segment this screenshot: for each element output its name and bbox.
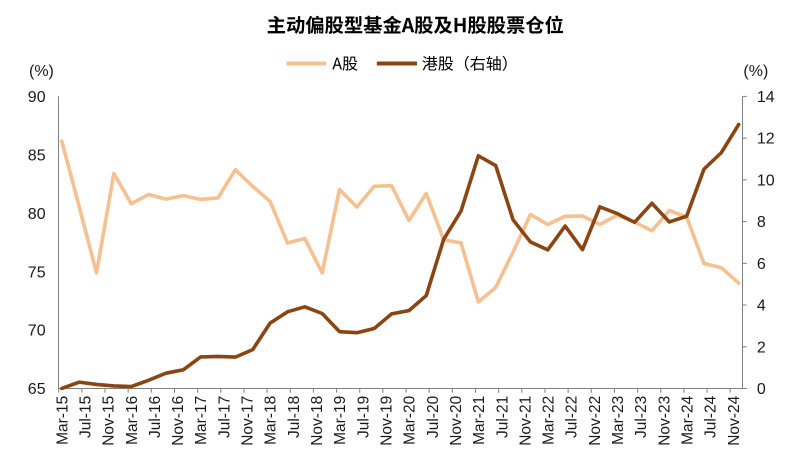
svg-text:Nov-21: Nov-21 <box>517 396 534 446</box>
svg-text:80: 80 <box>28 206 46 223</box>
svg-text:Nov-22: Nov-22 <box>587 396 604 446</box>
svg-text:70: 70 <box>28 323 46 340</box>
svg-text:85: 85 <box>28 147 46 164</box>
svg-text:Jul-19: Jul-19 <box>355 396 372 438</box>
svg-text:Jul-20: Jul-20 <box>425 395 442 438</box>
svg-text:Mar-17: Mar-17 <box>193 396 210 445</box>
svg-text:4: 4 <box>757 298 766 315</box>
svg-text:Nov-15: Nov-15 <box>101 396 118 446</box>
svg-text:(%): (%) <box>29 63 54 80</box>
svg-text:Nov-18: Nov-18 <box>309 396 326 446</box>
svg-text:65: 65 <box>28 381 46 398</box>
svg-text:14: 14 <box>757 89 775 106</box>
svg-text:8: 8 <box>757 214 766 231</box>
svg-text:Mar-16: Mar-16 <box>124 396 141 445</box>
svg-text:Nov-16: Nov-16 <box>170 396 187 446</box>
svg-text:Jul-23: Jul-23 <box>633 396 650 438</box>
svg-text:Nov-20: Nov-20 <box>448 395 465 445</box>
svg-text:2: 2 <box>757 339 766 356</box>
svg-text:12: 12 <box>757 131 775 148</box>
svg-text:Mar-18: Mar-18 <box>263 396 280 445</box>
svg-text:Nov-19: Nov-19 <box>378 396 395 446</box>
svg-text:(%): (%) <box>743 63 768 80</box>
svg-text:Mar-21: Mar-21 <box>471 396 488 445</box>
svg-text:Jul-18: Jul-18 <box>286 396 303 438</box>
svg-text:Nov-23: Nov-23 <box>656 396 673 446</box>
svg-text:Nov-24: Nov-24 <box>726 395 743 445</box>
svg-text:90: 90 <box>28 89 46 106</box>
svg-text:Jul-16: Jul-16 <box>147 396 164 438</box>
svg-text:Mar-22: Mar-22 <box>541 396 558 445</box>
svg-text:Nov-17: Nov-17 <box>240 396 257 446</box>
svg-text:Jul-22: Jul-22 <box>564 396 581 438</box>
svg-text:6: 6 <box>757 256 766 273</box>
svg-text:0: 0 <box>757 381 766 398</box>
svg-text:Mar-23: Mar-23 <box>610 396 627 445</box>
svg-text:Mar-15: Mar-15 <box>54 396 71 445</box>
svg-text:Jul-17: Jul-17 <box>216 396 233 438</box>
svg-text:Jul-15: Jul-15 <box>77 396 94 438</box>
svg-text:Mar-19: Mar-19 <box>332 396 349 445</box>
svg-text:Jul-24: Jul-24 <box>703 395 720 438</box>
svg-text:10: 10 <box>757 173 775 190</box>
svg-text:Jul-21: Jul-21 <box>494 396 511 438</box>
svg-text:Mar-24: Mar-24 <box>679 395 696 444</box>
svg-text:Mar-20: Mar-20 <box>402 395 419 444</box>
svg-text:75: 75 <box>28 264 46 281</box>
